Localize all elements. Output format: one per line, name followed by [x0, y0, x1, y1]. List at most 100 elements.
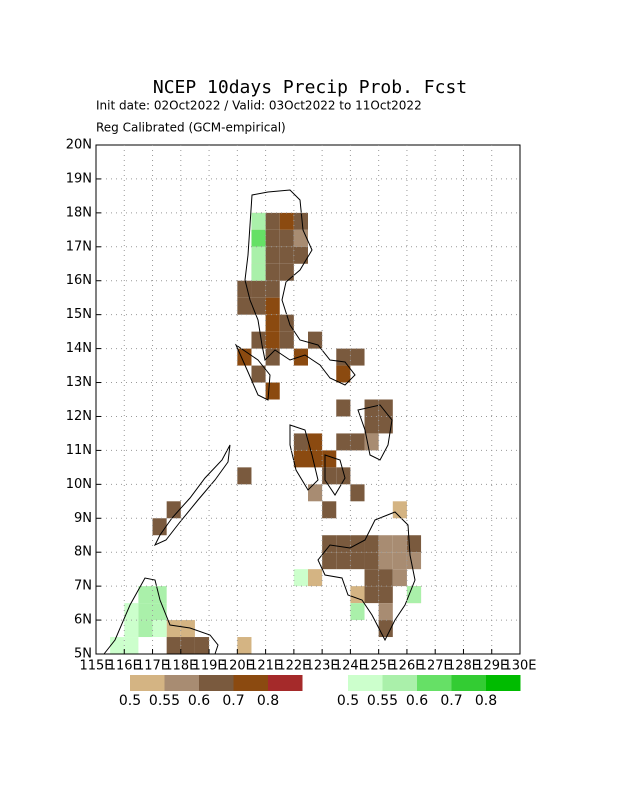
- y-tick-label: 12N: [66, 409, 92, 424]
- grid-cell: [308, 433, 323, 451]
- title: NCEP 10days Precip Prob. Fcst: [153, 77, 467, 98]
- grid-cell: [279, 212, 294, 230]
- grid-cell: [364, 552, 379, 570]
- grid-cell: [336, 365, 351, 383]
- legend-swatch: [451, 675, 486, 691]
- grid-cell: [166, 637, 181, 654]
- grid-cell: [138, 620, 153, 638]
- grid-cell: [138, 586, 153, 604]
- grid-cell: [322, 467, 337, 485]
- y-tick-label: 9N: [74, 511, 92, 526]
- grid-cell: [322, 552, 337, 570]
- legend-label: 0.8: [475, 693, 497, 709]
- grid-cell: [322, 450, 337, 468]
- x-tick-label: 118E: [164, 659, 197, 674]
- grid-cell: [392, 552, 407, 570]
- x-tick-label: 115E: [79, 659, 112, 674]
- grid-cell: [364, 416, 379, 434]
- plot-frame: [95, 144, 521, 655]
- coastline: [357, 404, 393, 461]
- grid-cell: [336, 535, 351, 553]
- legend-swatch: [199, 675, 234, 691]
- grid-cell: [378, 416, 393, 434]
- legend-swatch: [268, 675, 303, 691]
- grid-cell: [251, 280, 266, 298]
- legend-label: 0.5: [337, 693, 359, 709]
- x-tick-label: 120E: [221, 659, 254, 674]
- grid-cell: [336, 399, 351, 417]
- grid-cell: [166, 501, 181, 519]
- grid-cell: [293, 569, 308, 587]
- grid-cell: [378, 603, 393, 621]
- x-tick-label: 129E: [475, 659, 508, 674]
- grid-cell: [350, 603, 365, 621]
- grid-cell: [279, 314, 294, 332]
- grid-cell: [378, 552, 393, 570]
- legend-label: 0.6: [406, 693, 428, 709]
- grid-cell: [293, 229, 308, 247]
- coastline: [153, 444, 231, 547]
- grid-cell: [251, 229, 266, 247]
- legend: 0.5 0.55 0.6 0.7 0.8 0.5 0.55 0.6 0.7 0.8: [119, 675, 521, 709]
- grid-cell: [406, 552, 422, 570]
- grid-cell: [265, 314, 280, 332]
- grid-cell: [378, 535, 393, 553]
- grid-cell: [237, 637, 252, 654]
- grid-cell: [265, 263, 280, 281]
- coastline: [324, 454, 346, 496]
- y-tick-label: 8N: [74, 545, 92, 560]
- legend-swatch: [348, 675, 383, 691]
- grid-cell: [180, 620, 195, 638]
- grid-cell: [265, 212, 280, 230]
- coastline: [234, 343, 271, 401]
- grid-cell: [265, 246, 280, 264]
- coastline: [289, 424, 319, 491]
- cells: [110, 212, 422, 654]
- grid-cell: [392, 501, 407, 519]
- grid-cell: [364, 586, 379, 604]
- y-tick-label: 6N: [74, 613, 92, 628]
- grid-cell: [308, 450, 323, 468]
- grid-cell: [251, 365, 266, 383]
- y-tick-label: 18N: [66, 205, 92, 220]
- grid-cell: [279, 246, 294, 264]
- legend-label: 0.55: [149, 693, 180, 709]
- y-tick-label: 13N: [66, 375, 92, 390]
- grid-cell: [265, 229, 280, 247]
- grid-cell: [180, 637, 195, 654]
- grid-cell: [237, 280, 252, 298]
- grid-cell: [293, 246, 308, 264]
- x-tick-label: 124E: [334, 659, 367, 674]
- grid-cell: [392, 535, 407, 553]
- x-tick-label: 125E: [362, 659, 395, 674]
- grid-cell: [293, 450, 308, 468]
- x-tick-label: 130E: [503, 659, 536, 674]
- grid-cell: [350, 552, 365, 570]
- grid-cell: [364, 399, 379, 417]
- y-tick-label: 17N: [66, 239, 92, 254]
- x-tick-label: 126E: [390, 659, 423, 674]
- grid-cell: [378, 569, 393, 587]
- grid-cell: [336, 467, 351, 485]
- coastline: [317, 511, 416, 642]
- x-tick-label: 116E: [108, 659, 141, 674]
- y-tick-label: 10N: [66, 477, 92, 492]
- legend-label: 0.55: [367, 693, 398, 709]
- grid-cell: [251, 212, 266, 230]
- grid-cell: [293, 348, 308, 366]
- y-tick-label: 5N: [74, 647, 92, 662]
- legend-label: 0.8: [257, 693, 279, 709]
- grid-cell: [336, 552, 351, 570]
- grid-cell: [138, 603, 153, 621]
- grid-cell: [336, 348, 351, 366]
- legend-label: 0.7: [222, 693, 244, 709]
- grid-cell: [364, 569, 379, 587]
- grid-cell: [237, 467, 252, 485]
- grid-cell: [293, 433, 308, 451]
- grid-cell: [308, 569, 323, 587]
- grid-cell: [308, 484, 323, 502]
- grid-cell: [251, 246, 266, 264]
- grid-cell: [378, 620, 393, 638]
- grid-cell: [265, 331, 280, 349]
- y-tick-label: 16N: [66, 273, 92, 288]
